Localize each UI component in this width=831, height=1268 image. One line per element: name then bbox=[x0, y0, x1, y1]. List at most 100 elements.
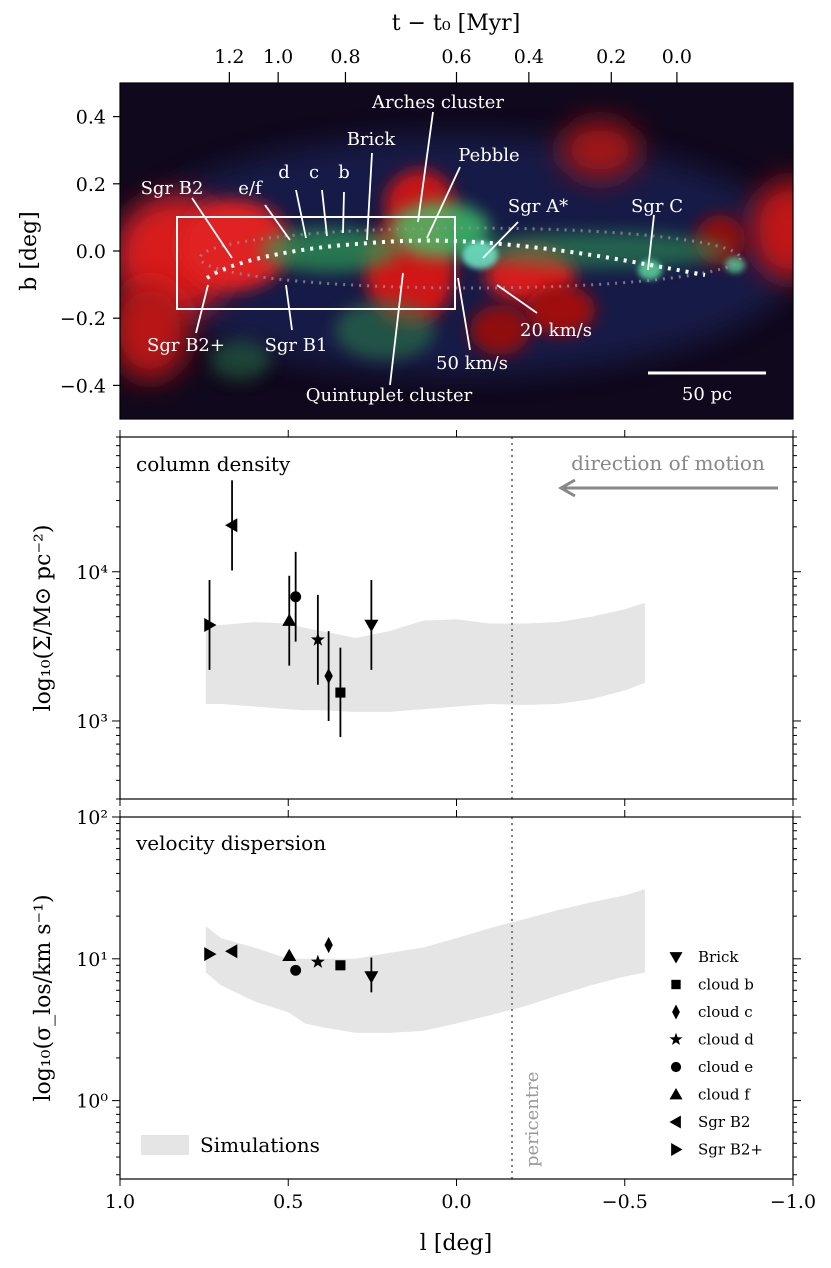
sgr-b2-marker bbox=[225, 944, 238, 959]
top-tick-label: 0.6 bbox=[441, 46, 471, 68]
bottom-tick-label: 1.0 bbox=[105, 1191, 135, 1213]
cloud-f-marker bbox=[282, 948, 297, 962]
label-cloud-c: c bbox=[309, 162, 319, 183]
velocity-dispersion-title: velocity dispersion bbox=[135, 831, 326, 855]
label-sgr-b2: Sgr B2 bbox=[141, 178, 204, 199]
direction-of-motion-label: direction of motion bbox=[571, 451, 765, 475]
label-sgr-c: Sgr C bbox=[631, 196, 683, 217]
label-sgr-b2-plus: Sgr B2+ bbox=[147, 335, 225, 356]
velocity-dispersion-y-axis-title: log₁₀(σ_los/km s⁻¹) bbox=[31, 894, 56, 1101]
y-tick-label: 10² bbox=[76, 807, 108, 829]
bottom-tick-label: −0.5 bbox=[602, 1191, 648, 1213]
label-cloud-ef: e/f bbox=[238, 178, 263, 199]
column-density-y-ticks: 10⁴ 10³ bbox=[76, 430, 801, 806]
bottom-tick-label: −1.0 bbox=[770, 1191, 816, 1213]
cloud-d-marker bbox=[310, 632, 325, 646]
image-y-tick-label: −0.4 bbox=[60, 375, 106, 397]
cloud-c-marker bbox=[324, 937, 333, 954]
y-tick-label: 10³ bbox=[76, 711, 108, 733]
image-y-axis-title: b [deg] bbox=[17, 211, 42, 290]
zoom-box bbox=[176, 216, 456, 310]
cloud-d-marker bbox=[310, 954, 325, 968]
y-tick-label: 10¹ bbox=[76, 949, 108, 971]
label-leader-lines bbox=[191, 111, 655, 386]
cloud-e-marker bbox=[290, 591, 302, 603]
image-labels: Arches cluster Brick Pebble Sgr B2 e/f d… bbox=[141, 92, 683, 406]
legend-cloud-b-marker bbox=[671, 979, 681, 990]
image-y-tick-label: 0.2 bbox=[76, 174, 106, 196]
top-tick-label: 1.2 bbox=[214, 46, 244, 68]
bottom-axis-title: l [deg] bbox=[420, 1231, 492, 1256]
legend-sgr-b2-plus-marker bbox=[671, 1143, 683, 1156]
label-pebble: Pebble bbox=[458, 145, 519, 166]
column-density-title: column density bbox=[136, 452, 291, 476]
legend-cloud-f-marker bbox=[669, 1088, 683, 1100]
label-50-kms: 50 km/s bbox=[436, 353, 508, 374]
label-20-kms: 20 km/s bbox=[520, 320, 592, 341]
top-tick-label: 0.0 bbox=[662, 46, 692, 68]
column-density-y-axis-title: log₁₀(Σ/M⊙ pc⁻²) bbox=[31, 525, 56, 712]
legend-sgr-b2-marker bbox=[669, 1115, 681, 1129]
y-tick-label: 10⁴ bbox=[76, 562, 108, 584]
sgr-b2-plus-marker bbox=[204, 947, 217, 962]
top-axis-ticks: 1.2 1.0 0.8 0.6 0.4 0.2 0.0 bbox=[214, 46, 692, 83]
image-y-tick-label: 0.0 bbox=[76, 241, 106, 263]
image-y-ticks: 0.4 0.2 0.0 −0.2 −0.4 bbox=[60, 107, 120, 397]
legend-brick-marker bbox=[669, 952, 683, 964]
velocity-dispersion-simulation-band bbox=[205, 889, 645, 1033]
galactic-centre-image-panel: 0.4 0.2 0.0 −0.2 −0.4 b [deg] Arches cluster… bbox=[17, 82, 794, 420]
column-density-simulation-band bbox=[205, 602, 645, 712]
label-sgr-b1: Sgr B1 bbox=[265, 335, 328, 356]
image-y-tick-label: 0.4 bbox=[76, 107, 106, 129]
cloud-b-marker bbox=[335, 687, 346, 698]
cloud-b-marker bbox=[335, 960, 346, 971]
top-tick-label: 0.8 bbox=[330, 46, 360, 68]
legend-cloud-e-marker bbox=[670, 1061, 682, 1073]
legend-cloud-d-label: cloud d bbox=[698, 1031, 754, 1049]
image-y-tick-label: −0.2 bbox=[60, 308, 106, 330]
bottom-axis-ticks: 1.0 0.5 0.0 −0.5 −1.0 bbox=[105, 1191, 816, 1213]
cloud-c-marker bbox=[324, 668, 333, 685]
top-tick-label: 1.0 bbox=[263, 46, 293, 68]
velocity-dispersion-y-ticks: 10² 10¹ 10⁰ bbox=[76, 807, 801, 1186]
label-sgr-a-star: Sgr A* bbox=[508, 196, 568, 217]
label-arches-cluster: Arches cluster bbox=[371, 92, 504, 113]
scale-bar-label: 50 pc bbox=[682, 384, 732, 405]
velocity-dispersion-panel: pericentre 10² 10¹ 10⁰ velocity dispersion… bbox=[31, 807, 801, 1186]
legend-cloud-e-label: cloud e bbox=[698, 1058, 753, 1076]
legend-cloud-b-label: cloud b bbox=[698, 976, 754, 994]
legend-cloud-c-marker bbox=[672, 1004, 680, 1020]
label-quintuplet-cluster: Quintuplet cluster bbox=[306, 385, 473, 406]
label-cloud-d: d bbox=[278, 162, 290, 183]
bottom-tick-label: 0.5 bbox=[273, 1191, 303, 1213]
legend-cloud-f-label: cloud f bbox=[698, 1086, 751, 1104]
simulations-legend-label: Simulations bbox=[200, 1133, 320, 1157]
legend-brick-label: Brick bbox=[698, 948, 739, 966]
column-density-panel: 10⁴ 10³ column density direction of motio… bbox=[31, 430, 801, 806]
label-cloud-b: b bbox=[338, 162, 350, 183]
cloud-e-marker bbox=[290, 964, 302, 976]
top-tick-label: 0.2 bbox=[596, 46, 626, 68]
legend-cloud-d-marker bbox=[669, 1032, 683, 1046]
sgr-b2-plus-marker bbox=[204, 617, 217, 632]
legend-sgr-b2-label: Sgr B2 bbox=[698, 1113, 750, 1131]
simulations-legend-swatch bbox=[141, 1135, 189, 1155]
bottom-tick-label: 0.0 bbox=[441, 1191, 471, 1213]
legend: Brick cloud b cloud c cloud d cloud e cloud f… bbox=[669, 948, 763, 1159]
label-brick: Brick bbox=[347, 129, 397, 150]
top-tick-label: 0.4 bbox=[514, 46, 544, 68]
brick-marker bbox=[364, 619, 379, 632]
pericentre-label: pericentre bbox=[522, 1072, 543, 1167]
legend-cloud-c-label: cloud c bbox=[698, 1003, 753, 1021]
velocity-dispersion-points bbox=[204, 937, 379, 993]
y-tick-label: 10⁰ bbox=[76, 1091, 108, 1113]
sgr-b2-marker bbox=[225, 518, 238, 533]
top-axis-title: t − t₀ [Myr] bbox=[392, 11, 521, 36]
orbit-ellipse bbox=[198, 226, 742, 290]
cloud-f-marker bbox=[282, 613, 297, 626]
column-density-points bbox=[204, 480, 379, 738]
brick-marker bbox=[364, 971, 379, 984]
direction-arrow bbox=[557, 478, 778, 498]
legend-sgr-b2-plus-label: Sgr B2+ bbox=[698, 1141, 763, 1159]
